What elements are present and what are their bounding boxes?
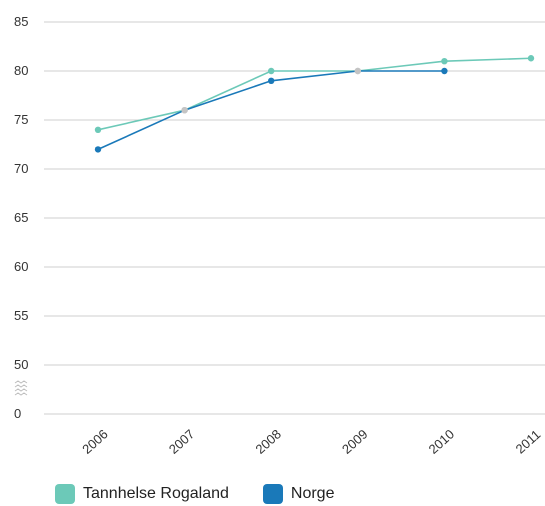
data-point-series-1-2008[interactable]	[268, 68, 274, 74]
legend-label-series-1: Tannhelse Rogaland	[83, 485, 229, 503]
y-tick-label-60: 60	[14, 259, 28, 274]
legend-swatch-series-2	[263, 484, 283, 504]
legend: Tannhelse Rogaland Norge	[55, 484, 368, 504]
x-tick-label-2008: 2008	[252, 426, 284, 456]
x-tick-label-2011: 2011	[513, 427, 544, 457]
data-point-series-2-2009[interactable]	[355, 68, 361, 74]
legend-item-series-2[interactable]: Norge	[263, 484, 335, 504]
axis-break-stroke	[15, 385, 27, 387]
y-tick-label-70: 70	[14, 161, 28, 176]
data-point-series-1-2010[interactable]	[441, 58, 447, 64]
y-tick-label-65: 65	[14, 210, 28, 225]
data-point-series-2-2007[interactable]	[181, 107, 187, 113]
y-axis-tick-labels: 0 50 55 60 65 70 75 80 85	[14, 14, 28, 421]
series-line-1	[98, 58, 531, 130]
y-axis-break-icon	[15, 381, 27, 395]
x-axis-tick-labels: 2006 2007 2008 2009 2010 2011	[79, 426, 543, 456]
series-points	[95, 55, 534, 153]
axis-break-stroke	[15, 393, 27, 395]
legend-item-series-1[interactable]: Tannhelse Rogaland	[55, 484, 229, 504]
x-tick-label-2009: 2009	[339, 426, 371, 456]
x-tick-label-2010: 2010	[426, 426, 458, 456]
data-point-series-2-2008[interactable]	[268, 78, 274, 84]
legend-swatch-series-1	[55, 484, 75, 504]
data-point-series-2-2006[interactable]	[95, 146, 101, 152]
axis-break-stroke	[15, 389, 27, 391]
data-point-series-2-2010[interactable]	[441, 68, 447, 74]
y-tick-label-0: 0	[14, 406, 21, 421]
y-tick-label-75: 75	[14, 112, 28, 127]
gridlines	[44, 22, 545, 414]
y-tick-label-55: 55	[14, 308, 28, 323]
data-point-series-1-2006[interactable]	[95, 127, 101, 133]
x-tick-label-2006: 2006	[79, 426, 111, 456]
legend-label-series-2: Norge	[291, 485, 335, 503]
data-point-series-1-2011[interactable]	[528, 55, 534, 61]
y-tick-label-80: 80	[14, 63, 28, 78]
y-tick-label-85: 85	[14, 14, 28, 29]
series-lines	[98, 58, 531, 149]
x-tick-label-2007: 2007	[166, 426, 198, 456]
axis-break-stroke	[15, 381, 27, 383]
y-tick-label-50: 50	[14, 357, 28, 372]
